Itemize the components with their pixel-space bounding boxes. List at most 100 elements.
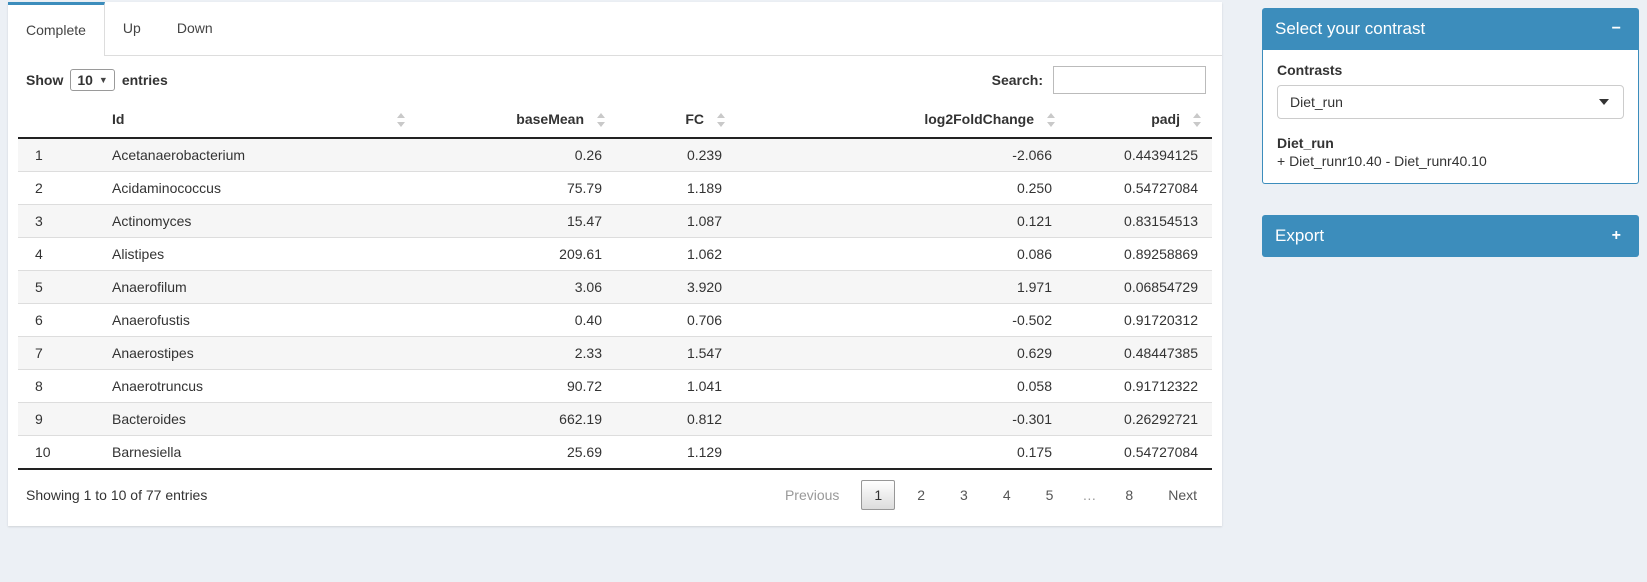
pagination-previous-button[interactable]: Previous [784,487,840,503]
cell-num: 6 [18,303,98,337]
pagination-ellipsis: … [1082,487,1097,503]
page-length-value: 10 [77,72,93,88]
cell-id: Actinomyces [98,204,416,238]
pagination-next-button[interactable]: Next [1168,487,1197,503]
cell-fc: 0.239 [686,147,722,163]
sort-icon [597,112,605,127]
column-label: FC [685,111,704,127]
sort-icon [1193,112,1201,127]
collapse-minus-icon[interactable]: − [1608,19,1625,39]
pagination-page-5[interactable]: 5 [1045,487,1054,503]
cell-log2fc: 0.250 [736,171,1066,205]
column-header-id[interactable]: Id [98,102,416,139]
cell-padj: 0.89258869 [1066,237,1212,271]
cell-log2fc: 0.058 [736,369,1066,403]
cell-basemean: 209.61 [416,237,616,271]
cell-fc: 1.129 [616,435,736,470]
tab-up[interactable]: Up [122,20,141,36]
cell-basemean: 0.40 [416,303,616,337]
cell-basemean: 2.33 [416,336,616,370]
cell-fc: 1.062 [616,237,736,271]
sort-icon [1047,112,1055,127]
expand-plus-icon[interactable]: + [1608,226,1625,246]
export-box-header: Export + [1262,215,1639,257]
table-row[interactable]: 9 Bacteroides 662.19 0.812 -0.301 0.26292721 [18,402,1212,436]
contrast-select-value: Diet_run [1290,94,1343,110]
results-tabbox: Complete Up Down Show 10 ▼ entries Search: [8,2,1222,526]
contrast-select[interactable]: Diet_run [1277,85,1624,119]
contrast-box-body: Contrasts Diet_run Diet_run + Diet_runr1… [1262,50,1639,184]
table-controls: Show 10 ▼ entries Search: [18,64,1212,96]
cell-num: 7 [18,336,98,370]
export-box-title: Export [1275,226,1325,245]
cell-num: 1 [35,147,43,163]
search-control: Search: [992,66,1206,94]
cell-basemean: 90.72 [416,369,616,403]
cell-basemean: 662.19 [416,402,616,436]
table-row[interactable]: 2 Acidaminococcus 75.79 1.189 0.250 0.5472708… [18,171,1212,205]
column-header-padj[interactable]: padj [1066,102,1212,139]
cell-padj: 0.48447385 [1066,336,1212,370]
cell-basemean: 0.26 [574,147,602,163]
cell-id: Acidaminococcus [98,171,416,205]
results-table: Id baseMean FC log2FoldChange padj 1 Acetanae… [18,102,1212,470]
cell-log2fc: -0.301 [736,402,1066,436]
column-header-log2fc[interactable]: log2FoldChange [736,102,1066,139]
table-row[interactable]: 6 Anaerofustis 0.40 0.706 -0.502 0.91720312 [18,303,1212,337]
pagination-page-4[interactable]: 4 [1002,487,1011,503]
cell-padj: 0.54727084 [1066,171,1212,205]
cell-fc: 3.920 [616,270,736,304]
cell-fc: 1.087 [616,204,736,238]
column-header-basemean[interactable]: baseMean [416,102,616,139]
cell-log2fc: 0.175 [736,435,1066,470]
pagination: Previous 1 2 3 4 5 … 8 Next [763,480,1210,510]
cell-basemean: 25.69 [416,435,616,470]
table-header-row: Id baseMean FC log2FoldChange padj [18,102,1212,139]
column-header-fc[interactable]: FC [616,102,736,139]
table-row[interactable]: 4 Alistipes 209.61 1.062 0.086 0.89258869 [18,237,1212,271]
cell-num: 10 [18,435,98,470]
table-row[interactable]: 3 Actinomyces 15.47 1.087 0.121 0.83154513 [18,204,1212,238]
table-row[interactable]: 1 Acetanaerobacterium 0.26 0.239 -2.066 0.443… [18,138,1212,172]
cell-fc: 0.706 [616,303,736,337]
show-label: Show [26,72,64,88]
table-row[interactable]: 7 Anaerostipes 2.33 1.547 0.629 0.48447385 [18,336,1212,370]
cell-log2fc: 0.629 [736,336,1066,370]
contrast-box-header: Select your contrast − [1262,8,1639,50]
cell-fc: 1.041 [616,369,736,403]
tab-complete[interactable]: Complete [8,2,105,56]
cell-padj: 0.06854729 [1066,270,1212,304]
table-row[interactable]: 10 Barnesiella 25.69 1.129 0.175 0.54727084 [18,435,1212,470]
cell-padj: 0.26292721 [1066,402,1212,436]
export-box: Export + [1262,215,1639,257]
pagination-page-8[interactable]: 8 [1125,487,1134,503]
contrast-name: Diet_run [1277,135,1334,151]
cell-padj: 0.91712322 [1066,369,1212,403]
cell-log2fc: 0.086 [736,237,1066,271]
cell-fc: 0.812 [616,402,736,436]
table-row[interactable]: 8 Anaerotruncus 90.72 1.041 0.058 0.91712322 [18,369,1212,403]
cell-num: 9 [18,402,98,436]
cell-basemean: 3.06 [416,270,616,304]
entries-label: entries [121,72,168,88]
pagination-page-1[interactable]: 1 [861,480,896,510]
cell-id: Acetanaerobacterium [112,147,246,163]
cell-num: 2 [18,171,98,205]
table-row[interactable]: 5 Anaerofilum 3.06 3.920 1.971 0.06854729 [18,270,1212,304]
page-length-select[interactable]: 10 ▼ [70,69,115,91]
cell-id: Anaerofilum [98,270,416,304]
cell-log2fc: -0.502 [736,303,1066,337]
cell-id: Barnesiella [98,435,416,470]
cell-num: 4 [18,237,98,271]
pagination-page-2[interactable]: 2 [917,487,926,503]
search-input[interactable] [1053,66,1206,94]
column-label: baseMean [516,111,584,127]
table-info: Showing 1 to 10 of 77 entries [26,487,208,503]
table-footer: Showing 1 to 10 of 77 entries Previous 1 2… [18,476,1212,516]
cell-id: Anaerotruncus [98,369,416,403]
tab-down[interactable]: Down [176,20,213,36]
pagination-page-3[interactable]: 3 [960,487,968,503]
contrast-box: Select your contrast − Contrasts Diet_ru… [1262,8,1639,184]
cell-id: Bacteroides [98,402,416,436]
page-length-control: Show 10 ▼ entries [26,69,168,91]
